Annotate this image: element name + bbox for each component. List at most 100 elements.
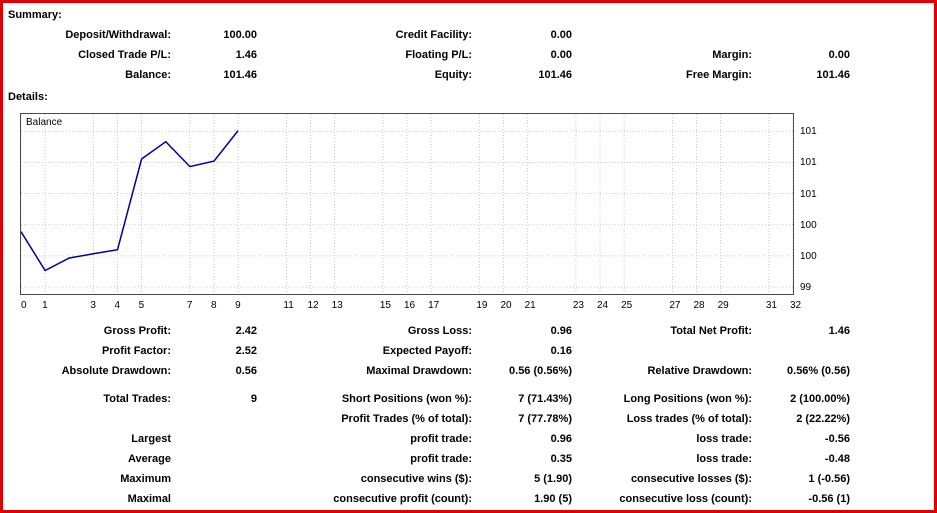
stat-value: 0.56 (0.56%) <box>509 365 572 377</box>
stat-label: consecutive wins ($): <box>360 473 472 485</box>
stat-value: 1.90 (5) <box>534 493 572 505</box>
stat-label <box>11 409 171 429</box>
y-axis-tick-label: 101 <box>800 126 817 138</box>
x-axis-tick-label: 28 <box>693 300 705 311</box>
details-row: Gross Profit: 2.42 Gross Loss: 0.96 Tota… <box>11 321 934 341</box>
x-axis-tick-label: 16 <box>404 300 416 311</box>
x-axis-tick-label: 32 <box>790 300 802 311</box>
stat-value: 7 (77.78%) <box>518 413 572 425</box>
x-axis-tick-label: 0 <box>21 300 27 311</box>
x-axis-tick-label: 5 <box>138 300 145 311</box>
x-axis-tick-label: 19 <box>476 300 488 311</box>
x-axis-labels: 0 1 3 4 5 7 8 9 11 12 13 15 16 17 19 20 21 23 24 25 27 28 29 31… <box>21 300 801 314</box>
y-axis-tick-label: 101 <box>800 188 817 200</box>
stat-value: 100.00 <box>223 29 257 41</box>
x-axis-tick-label: 12 <box>307 300 319 311</box>
stat-label: Gross Profit: <box>103 325 171 337</box>
stat-label: Absolute Drawdown: <box>61 365 171 377</box>
stat-label: Largest <box>131 433 171 445</box>
stat-label: Total Net Profit: <box>670 325 752 337</box>
summary-title: Summary: <box>8 9 62 21</box>
stat-value: 0.56 <box>235 365 257 377</box>
stat-label: Profit Trades (% of total): <box>341 413 472 425</box>
y-axis-tick-label: 100 <box>800 250 817 262</box>
stat-value <box>171 429 257 449</box>
x-axis-tick-label: 11 <box>283 300 294 311</box>
stat-label: consecutive losses ($): <box>630 473 752 485</box>
x-axis-tick-label: 21 <box>524 300 536 311</box>
stat-value: 5 (1.90) <box>534 473 572 485</box>
details-row: Maximal consecutive profit (count): 1.90… <box>11 489 934 509</box>
x-axis-tick-label: 20 <box>500 300 512 311</box>
stat-value <box>752 25 850 45</box>
stat-label: Floating P/L: <box>405 49 472 61</box>
stat-label: Short Positions (won %): <box>341 393 472 405</box>
details-row: Absolute Drawdown: 0.56 Maximal Drawdown… <box>11 361 934 381</box>
stat-value: 101.46 <box>223 69 257 81</box>
details-section: Gross Profit: 2.42 Gross Loss: 0.96 Tota… <box>3 321 934 509</box>
x-axis-tick-label: 31 <box>765 300 777 311</box>
chart-legend-balance: Balance <box>26 117 63 128</box>
x-axis-tick-label: 13 <box>331 300 343 311</box>
details-row: Average profit trade: 0.35 loss trade: -… <box>11 449 934 469</box>
stat-value: 101.46 <box>816 69 850 81</box>
details-row: Total Trades: 9 Short Positions (won %):… <box>11 389 934 409</box>
stat-value: 0.16 <box>550 345 572 357</box>
x-axis-tick-label: 27 <box>669 300 681 311</box>
x-axis-tick-label: 4 <box>114 300 121 311</box>
stat-label: Average <box>127 453 171 465</box>
summary-row: Closed Trade P/L: 1.46 Floating P/L: 0.0… <box>11 45 934 65</box>
details-row: Profit Factor: 2.52 Expected Payoff: 0.1… <box>11 341 934 361</box>
stat-value <box>171 489 257 509</box>
x-axis-tick-label: 9 <box>235 300 241 311</box>
stat-value: 2.52 <box>235 345 257 357</box>
x-axis-tick-label: 25 <box>621 300 633 311</box>
stat-value <box>171 409 257 429</box>
stat-label <box>572 341 752 361</box>
details-title: Details: <box>8 91 48 103</box>
stat-value: 0.35 <box>550 453 572 465</box>
details-row: Profit Trades (% of total): 7 (77.78%) L… <box>11 409 934 429</box>
details-row: Largest profit trade: 0.96 loss trade: -… <box>11 429 934 449</box>
x-axis-tick-label: 23 <box>572 300 584 311</box>
x-axis-tick-label: 24 <box>597 300 609 311</box>
stat-label: Maximum <box>120 473 171 485</box>
stat-value: 1.46 <box>235 49 257 61</box>
stat-value: 1.46 <box>828 325 850 337</box>
stat-value: 7 (71.43%) <box>518 393 572 405</box>
stat-value: 2.42 <box>235 325 257 337</box>
stat-label: Free Margin: <box>685 69 752 81</box>
stat-label: Maximal Drawdown: <box>366 365 472 377</box>
stat-value: 0.00 <box>828 49 850 61</box>
y-axis-tick-label: 100 <box>800 219 817 231</box>
y-axis-tick-label: 101 <box>800 157 817 169</box>
stat-value: 0.56% (0.56) <box>787 365 850 377</box>
summary-row: Deposit/Withdrawal: 100.00 Credit Facili… <box>11 25 934 45</box>
x-axis-tick-label: 15 <box>379 300 391 311</box>
stat-value: 101.46 <box>538 69 572 81</box>
stat-label: Margin: <box>712 49 752 61</box>
stat-label: Credit Facility: <box>395 29 472 41</box>
stat-value: 0.96 <box>550 433 572 445</box>
chart-plot-area: Balance <box>20 113 794 295</box>
stat-label: Maximal <box>127 493 171 505</box>
stat-label: Relative Drawdown: <box>647 365 752 377</box>
y-axis-tick-label: 99 <box>800 282 812 294</box>
stat-value: 0.00 <box>550 29 572 41</box>
stat-value: -0.56 (1) <box>808 493 850 505</box>
stat-value: -0.48 <box>824 453 850 465</box>
stat-value: 2 (22.22%) <box>796 413 850 425</box>
stat-value <box>171 449 257 469</box>
x-axis-tick-label: 3 <box>90 300 96 311</box>
x-axis-tick-label: 17 <box>428 300 440 311</box>
stat-label: Closed Trade P/L: <box>78 49 171 61</box>
stat-label: loss trade: <box>696 433 752 445</box>
stat-label: Balance: <box>125 69 171 81</box>
stat-label: profit trade: <box>410 433 472 445</box>
stat-label <box>572 25 752 45</box>
balance-chart: Balance 0 1 3 4 5 7 8 9 11 12 13 15 16 17 19 20 21 23 24 25… <box>20 113 920 315</box>
x-axis-tick-label: 1 <box>42 300 48 311</box>
stat-label: Gross Loss: <box>407 325 472 337</box>
stat-value <box>171 469 257 489</box>
stat-value: 9 <box>250 393 257 405</box>
